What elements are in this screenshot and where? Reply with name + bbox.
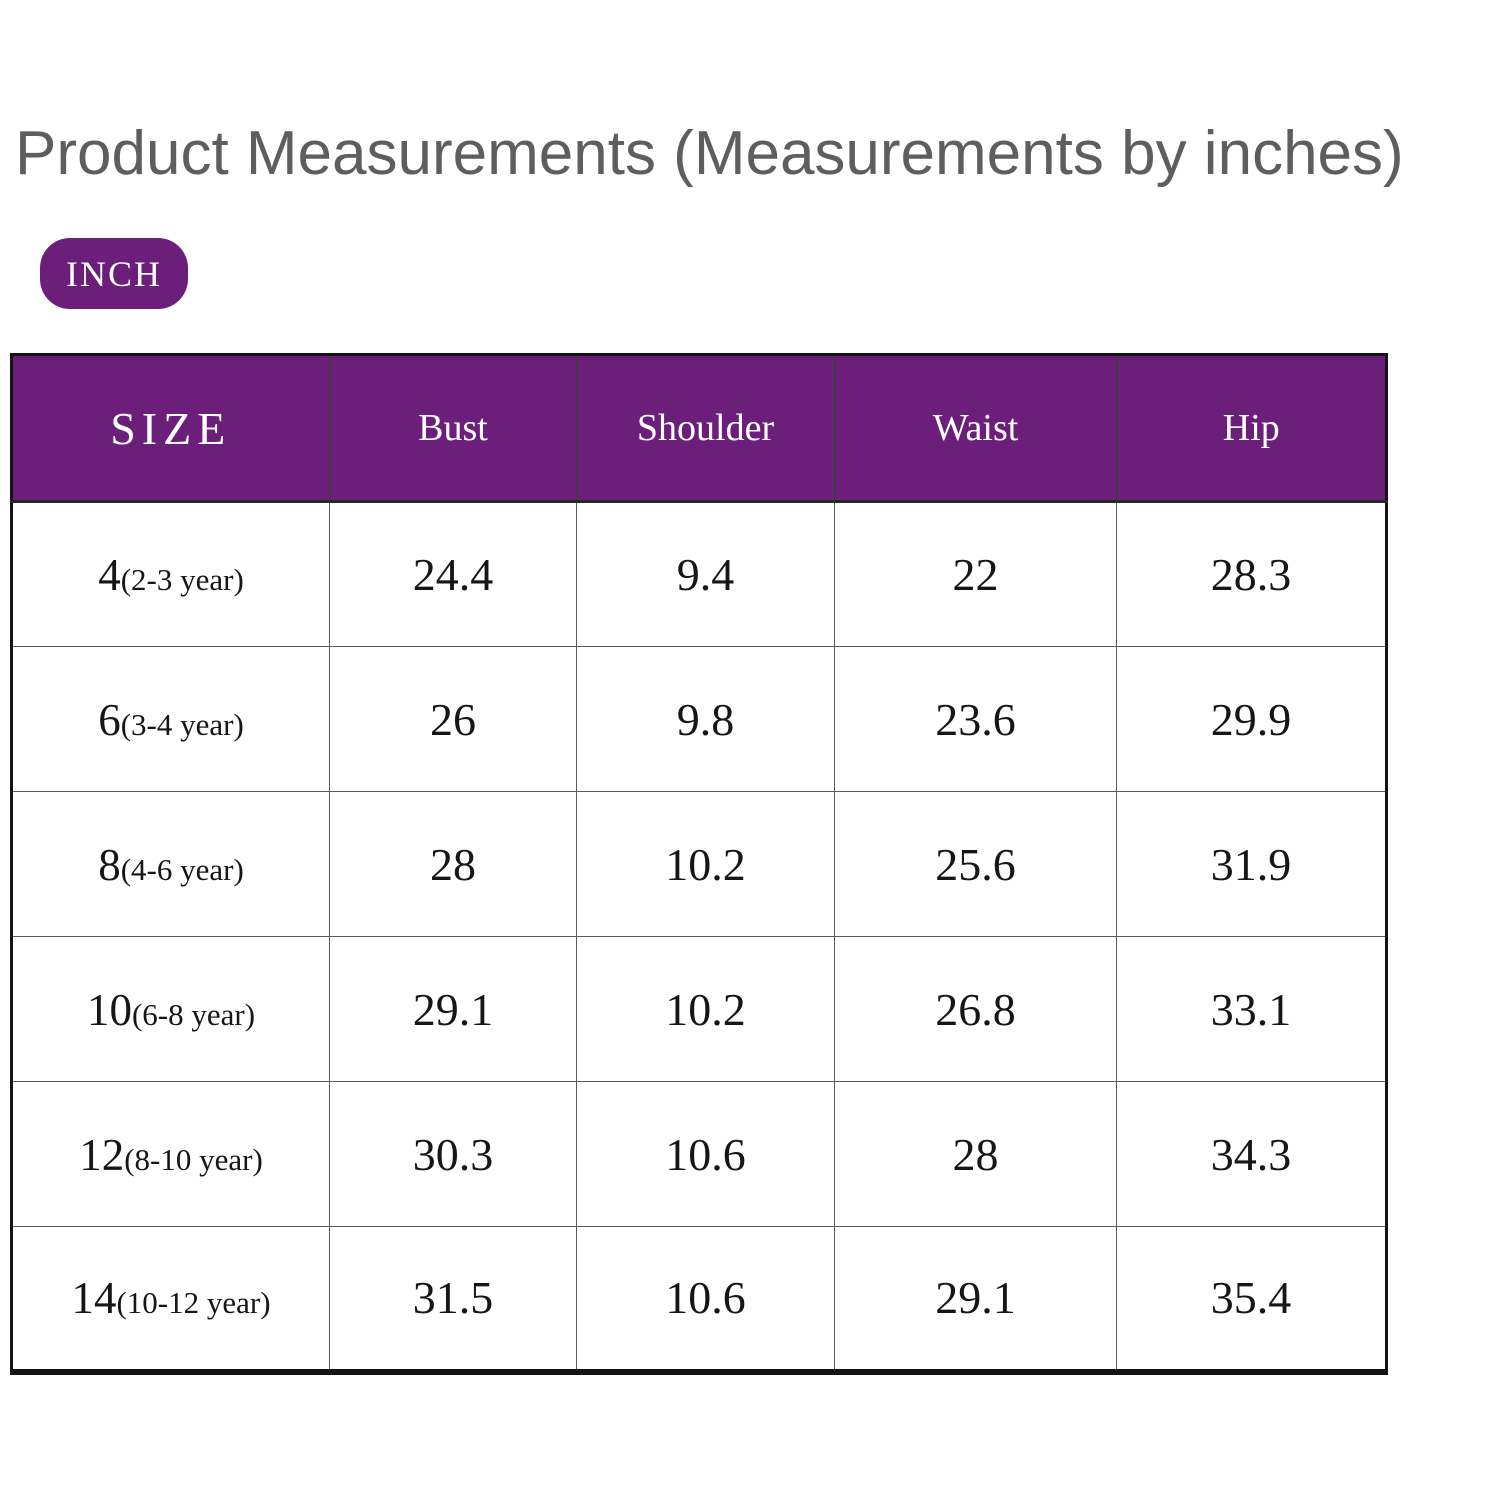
hip-value-cell: 33.1 — [1116, 936, 1387, 1082]
bust-value-cell: 24.4 — [329, 501, 577, 647]
size-cell: 10(6-8 year) — [11, 936, 330, 1082]
waist-value-cell: 29.1 — [834, 1226, 1117, 1372]
table-header: SIZE Bust Shoulder Waist Hip — [11, 354, 1388, 503]
size-number: 12 — [79, 1129, 125, 1180]
measurements-table: SIZE Bust Shoulder Waist Hip 4(2-3 year)… — [10, 353, 1388, 1375]
shoulder-value-cell: 10.6 — [576, 1081, 835, 1227]
size-number: 8 — [98, 839, 121, 890]
size-cell: 6(3-4 year) — [11, 646, 330, 792]
hip-value-cell: 29.9 — [1116, 646, 1387, 792]
shoulder-value-cell: 10.2 — [576, 791, 835, 937]
shoulder-value-cell: 10.6 — [576, 1226, 835, 1372]
column-header-hip: Hip — [1116, 354, 1388, 503]
table-body: 4(2-3 year) 24.4 9.4 22 28.3 6(3-4 year)… — [11, 501, 1387, 1372]
size-age-range: (3-4 year) — [120, 706, 244, 742]
size-cell: 14(10-12 year) — [11, 1226, 330, 1372]
size-cell: 12(8-10 year) — [11, 1081, 330, 1227]
header-row: SIZE Bust Shoulder Waist Hip — [11, 354, 1388, 503]
size-age-range: (2-3 year) — [120, 562, 244, 597]
size-cell: 4(2-3 year) — [11, 501, 330, 647]
inch-unit-label: INCH — [66, 253, 162, 294]
shoulder-value-cell: 9.8 — [576, 646, 835, 792]
size-number: 10 — [86, 984, 132, 1035]
hip-value-cell: 31.9 — [1116, 791, 1387, 937]
shoulder-value-cell: 9.4 — [576, 501, 835, 647]
waist-value-cell: 23.6 — [834, 646, 1117, 792]
bust-value-cell: 29.1 — [329, 936, 577, 1082]
bust-value-cell: 28 — [329, 791, 577, 937]
waist-value-cell: 28 — [834, 1081, 1117, 1227]
size-age-range: (10-12 year) — [116, 1285, 271, 1321]
waist-value-cell: 22 — [834, 501, 1117, 647]
size-number: 6 — [98, 694, 121, 745]
size-age-range: (6-8 year) — [131, 996, 256, 1032]
size-age-range: (8-10 year) — [124, 1141, 263, 1177]
size-cell: 8(4-6 year) — [11, 791, 330, 937]
hip-value-cell: 28.3 — [1116, 501, 1387, 647]
table-row: 4(2-3 year) 24.4 9.4 22 28.3 — [11, 501, 1387, 647]
table-row: 14(10-12 year) 31.5 10.6 29.1 35.4 — [11, 1226, 1387, 1372]
column-header-bust: Bust — [329, 354, 578, 503]
bust-value-cell: 26 — [329, 646, 577, 792]
page-title: Product Measurements (Measurements by in… — [15, 119, 1404, 188]
hip-value-cell: 34.3 — [1116, 1081, 1387, 1227]
column-header-waist: Waist — [834, 354, 1118, 503]
table-row: 12(8-10 year) 30.3 10.6 28 34.3 — [11, 1081, 1387, 1227]
waist-value-cell: 26.8 — [834, 936, 1117, 1082]
table-row: 10(6-8 year) 29.1 10.2 26.8 33.1 — [11, 936, 1387, 1082]
bust-value-cell: 31.5 — [329, 1226, 577, 1372]
column-header-shoulder: Shoulder — [576, 354, 836, 503]
table-row: 6(3-4 year) 26 9.8 23.6 29.9 — [11, 646, 1387, 792]
waist-value-cell: 25.6 — [834, 791, 1117, 937]
hip-value-cell: 35.4 — [1116, 1226, 1387, 1372]
shoulder-value-cell: 10.2 — [576, 936, 835, 1082]
size-age-range: (4-6 year) — [120, 851, 244, 887]
size-number: 14 — [71, 1273, 117, 1324]
size-number: 4 — [98, 550, 121, 600]
column-header-size: SIZE — [11, 354, 331, 503]
inch-unit-button[interactable]: INCH — [40, 238, 188, 309]
table-row: 8(4-6 year) 28 10.2 25.6 31.9 — [11, 791, 1387, 937]
bust-value-cell: 30.3 — [329, 1081, 577, 1227]
